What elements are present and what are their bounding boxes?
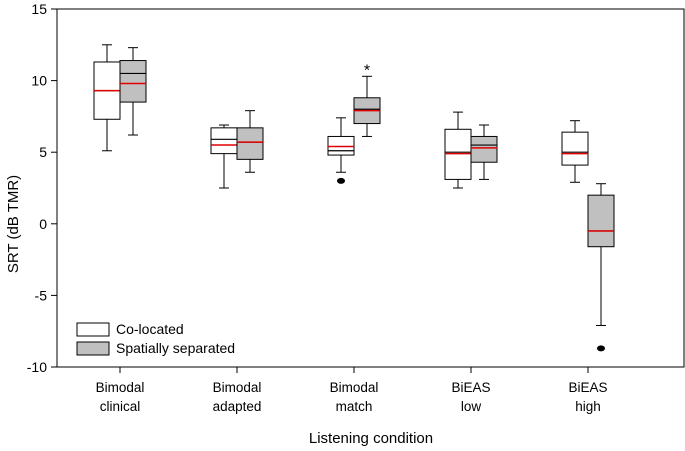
x-tick-label-line1: Bimodal	[213, 380, 262, 395]
box-colocated-3	[444, 111, 472, 189]
legend-label-separated: Spatially separated	[116, 340, 235, 356]
y-tick-label: -5	[35, 287, 48, 303]
box-body	[470, 135, 498, 163]
box-separated-1	[236, 110, 264, 173]
y-tick-label: 15	[31, 1, 47, 17]
box-body	[119, 60, 147, 103]
box-body	[587, 194, 615, 248]
box-colocated-0	[93, 44, 121, 152]
outlier-point	[337, 177, 345, 184]
box-separated-2	[353, 75, 381, 137]
box-separated-3	[470, 124, 498, 180]
box-separated-4	[587, 183, 615, 352]
x-tick-label-line2: adapted	[213, 399, 262, 414]
y-tick-label: 10	[31, 73, 47, 89]
x-tick-label-line1: BiEAS	[451, 380, 490, 395]
y-axis-title: SRT (dB TMR)	[5, 175, 22, 273]
legend-label-colocated: Co-located	[116, 321, 184, 337]
y-tick-label: 5	[39, 144, 47, 160]
box-colocated-2	[327, 117, 355, 184]
x-axis-title: Listening condition	[309, 430, 433, 447]
box-body	[561, 131, 589, 166]
plot-frame	[56, 8, 685, 368]
x-tick-label-line1: Bimodal	[330, 380, 379, 395]
box-colocated-4	[561, 120, 589, 183]
x-tick-label-line1: Bimodal	[96, 380, 145, 395]
plot-area: -10 -5 0 5 10 15 Bimodal clinical Bimodal adapted…	[27, 1, 685, 414]
x-tick-label-line2: low	[461, 399, 482, 414]
box-colocated-1	[210, 124, 238, 189]
y-tick-label: -10	[27, 359, 47, 375]
significance-annotation: *	[364, 62, 370, 79]
legend-swatch-colocated	[76, 322, 110, 337]
outlier-point	[597, 345, 605, 352]
x-tick-label-line2: match	[336, 399, 373, 414]
y-tick-label: 0	[39, 216, 47, 232]
legend: Co-located Spatially separated	[76, 321, 235, 356]
box-body	[236, 127, 264, 160]
x-tick-label-line1: BiEAS	[568, 380, 607, 395]
x-tick-label-line2: clinical	[100, 399, 141, 414]
box-separated-0	[119, 47, 147, 136]
legend-swatch-separated	[76, 341, 110, 356]
box-body	[210, 127, 238, 155]
x-tick-label-line2: high	[575, 399, 601, 414]
